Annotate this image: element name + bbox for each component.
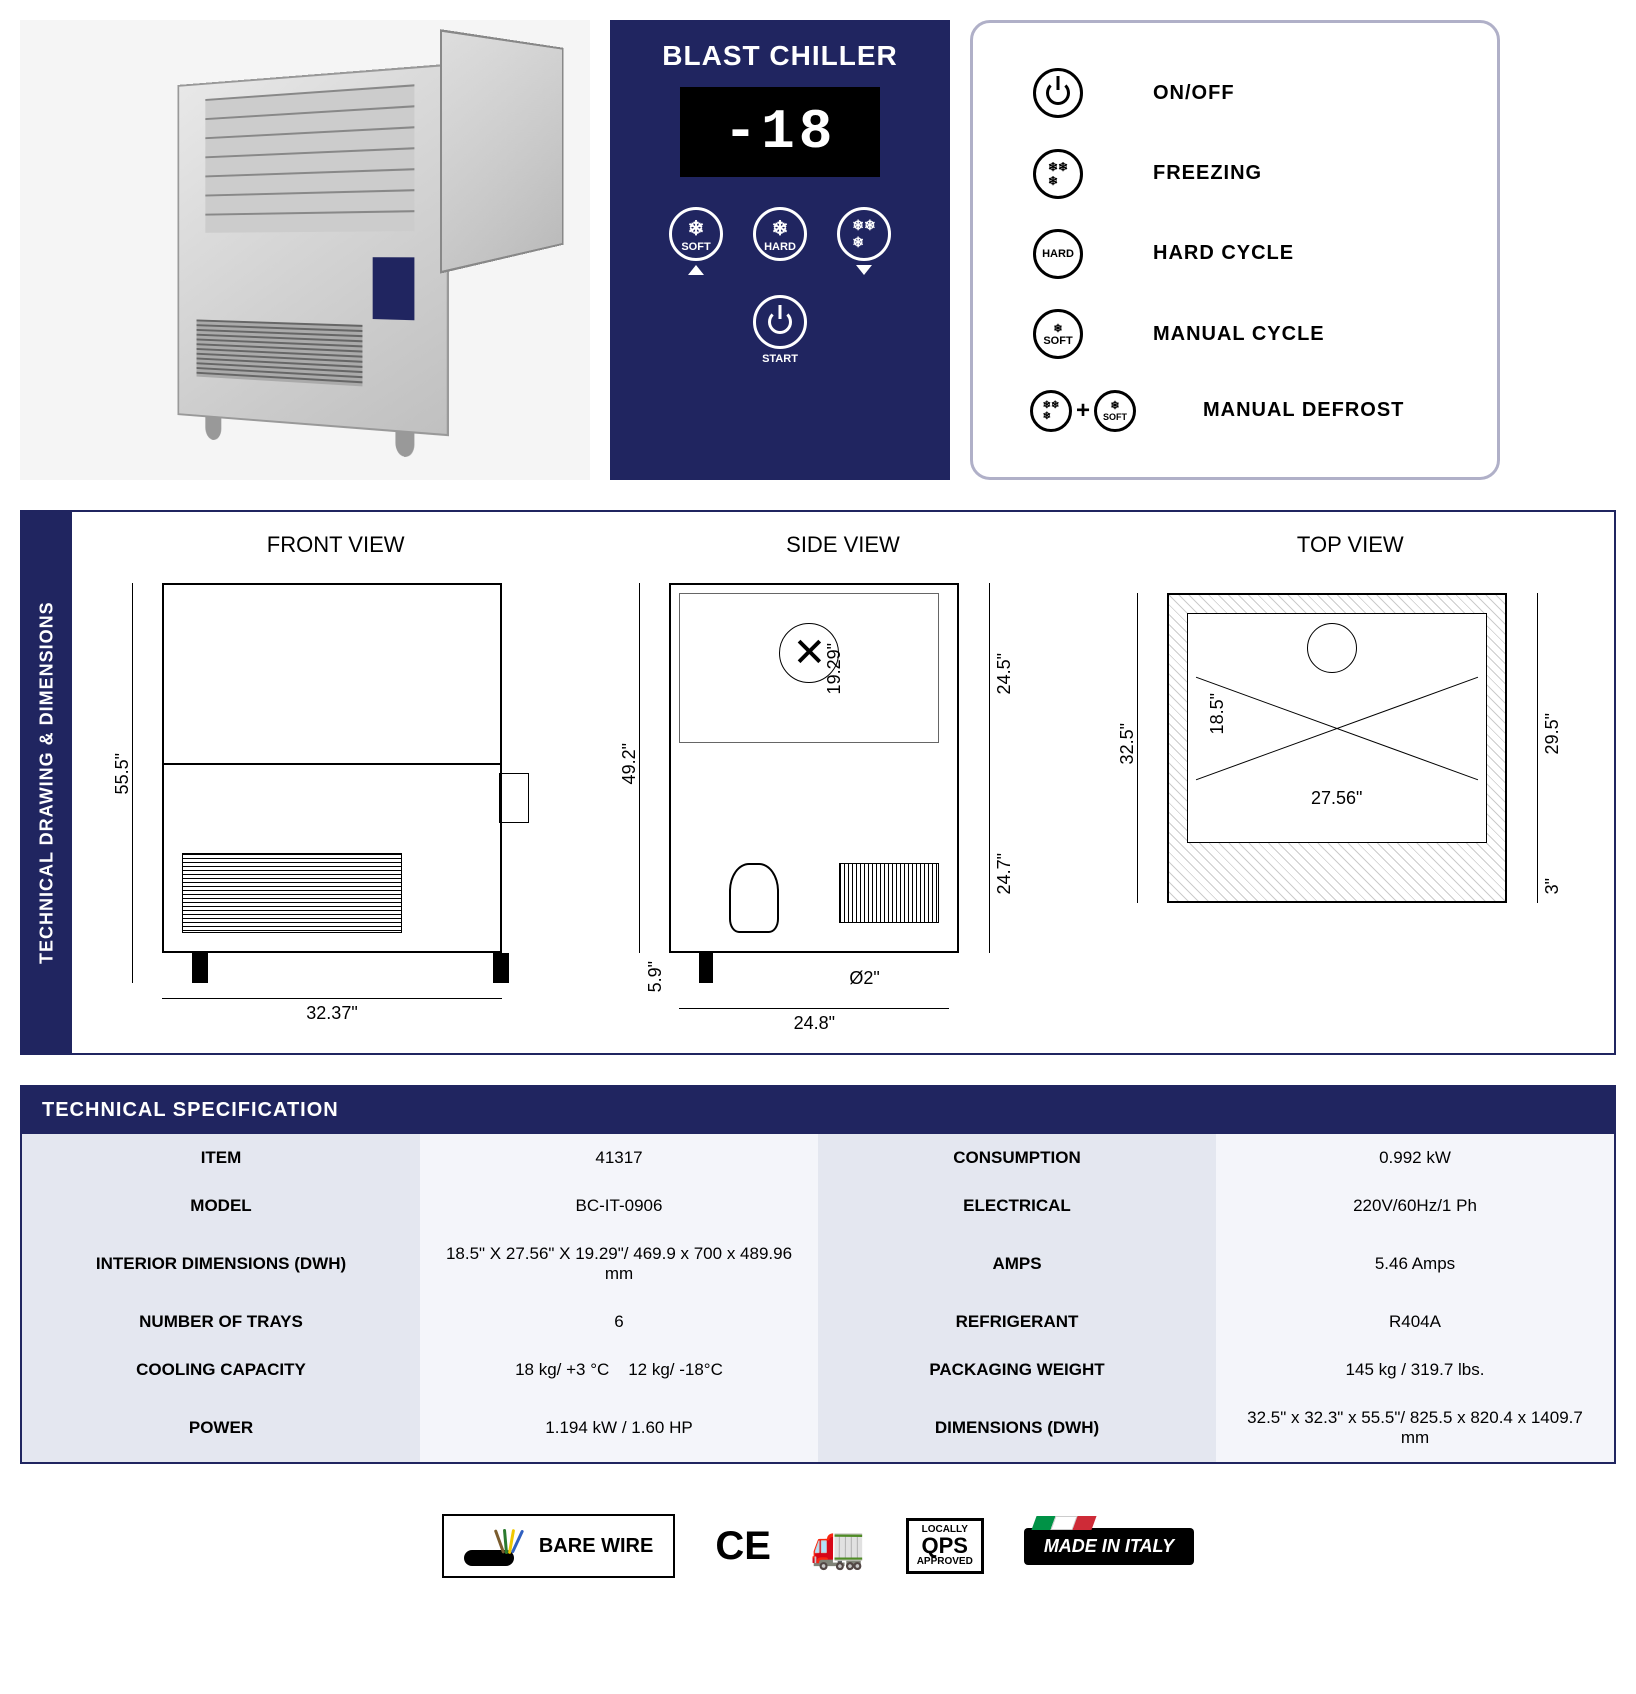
arrow-down-icon: [856, 265, 872, 275]
control-title: BLAST CHILLER: [662, 40, 897, 72]
legend-row-onoff: ON/OFF: [1013, 68, 1457, 118]
ce-mark: CE: [715, 1524, 771, 1569]
start-button[interactable]: START: [753, 295, 807, 365]
spec-section: TECHNICAL SPECIFICATION ITEM41317CONSUMP…: [20, 1085, 1616, 1464]
dim-3: 3": [1542, 878, 1563, 894]
spec-value: 220V/60Hz/1 Ph: [1216, 1182, 1614, 1230]
drawing-section: TECHNICAL DRAWING & DIMENSIONS FRONT VIE…: [20, 510, 1616, 1055]
wire-icon: [464, 1526, 524, 1566]
spec-label: DIMENSIONS (DWH): [818, 1394, 1216, 1462]
front-view: FRONT VIEW 55.5" 32.37": [92, 532, 579, 1033]
spec-label: COOLING CAPACITY: [22, 1346, 420, 1394]
footer-logos: BARE WIRE CE 🚛 LOCALLY QPS APPROVED MADE…: [20, 1494, 1616, 1598]
dim-59: 5.9": [645, 961, 666, 992]
spec-label: NUMBER OF TRAYS: [22, 1298, 420, 1346]
side-view: SIDE VIEW 49.2" 19.29" 24.5" 24.7" 5.9" …: [599, 532, 1086, 1033]
product-photo: [20, 20, 590, 480]
power-icon: [768, 310, 792, 334]
dim-height: 55.5": [112, 753, 133, 794]
display-value: -18: [724, 100, 837, 164]
legend-row-freezing: ❄❄❄ FREEZING: [1013, 149, 1457, 199]
snowflake-icon: ❄❄❄: [1048, 160, 1068, 188]
top-view: TOP VIEW 32.5" 18.5" 27.56" 29.5" 3": [1107, 532, 1594, 1033]
snowflake-icon: ❄❄❄: [1043, 400, 1060, 422]
dim-width: 32.37": [162, 1003, 502, 1024]
snowflake-icon: ❄: [688, 216, 705, 241]
spec-label: MODEL: [22, 1182, 420, 1230]
drawing-section-title: TECHNICAL DRAWING & DIMENSIONS: [22, 512, 72, 1053]
legend-row-defrost: ❄❄❄ + ❄SOFT MANUAL DEFROST: [1013, 390, 1457, 432]
soft-button[interactable]: ❄SOFT: [669, 207, 723, 275]
spec-label: AMPS: [818, 1230, 1216, 1298]
control-panel: BLAST CHILLER -18 ❄SOFT ❄HARD ❄❄❄ START: [610, 20, 950, 480]
spec-value: 18 kg/ +3 °C 12 kg/ -18°C: [420, 1346, 818, 1394]
snowflake-icon: ❄: [1053, 322, 1062, 335]
legend-row-hard: HARD HARD CYCLE: [1013, 229, 1457, 279]
spec-label: ITEM: [22, 1134, 420, 1182]
dim-325: 32.5": [1117, 723, 1138, 764]
made-in-italy-badge: MADE IN ITALY: [1024, 1528, 1194, 1565]
dim-248: 24.8": [679, 1013, 949, 1034]
italy-flag-icon: [1031, 1516, 1096, 1530]
legend-row-manual: ❄SOFT MANUAL CYCLE: [1013, 309, 1457, 359]
spec-value: 1.194 kW / 1.60 HP: [420, 1394, 818, 1462]
dim-245: 24.5": [994, 653, 1015, 694]
dim-1929: 19.29": [824, 643, 845, 694]
snowflake-icon: ❄❄❄: [852, 217, 875, 251]
dim-hole: Ø2": [849, 968, 879, 989]
spec-value: 18.5" X 27.56" X 19.29"/ 469.9 x 700 x 4…: [420, 1230, 818, 1298]
spec-header: TECHNICAL SPECIFICATION: [22, 1087, 1614, 1134]
dim-247: 24.7": [994, 853, 1015, 894]
power-icon: [1046, 81, 1070, 105]
dim-185: 18.5": [1207, 693, 1228, 734]
spec-value: R404A: [1216, 1298, 1614, 1346]
qps-badge: LOCALLY QPS APPROVED: [906, 1518, 984, 1574]
bare-wire-badge: BARE WIRE: [442, 1514, 675, 1578]
snowflake-icon: ❄: [772, 216, 789, 241]
spec-label: INTERIOR DIMENSIONS (DWH): [22, 1230, 420, 1298]
spec-label: CONSUMPTION: [818, 1134, 1216, 1182]
dim-h492: 49.2": [619, 743, 640, 784]
truck-icon: 🚛: [811, 1520, 866, 1572]
hard-button[interactable]: ❄HARD: [753, 207, 807, 275]
plus-icon: +: [1076, 397, 1090, 425]
temperature-display: -18: [680, 87, 880, 177]
spec-value: 5.46 Amps: [1216, 1230, 1614, 1298]
legend-panel: ON/OFF ❄❄❄ FREEZING HARD HARD CYCLE ❄SOF…: [970, 20, 1500, 480]
dim-295: 29.5": [1542, 713, 1563, 754]
spec-value: 145 kg / 319.7 lbs.: [1216, 1346, 1614, 1394]
spec-value: 41317: [420, 1134, 818, 1182]
snowflake-icon: ❄: [1110, 399, 1119, 412]
spec-value: 0.992 kW: [1216, 1134, 1614, 1182]
spec-value: 6: [420, 1298, 818, 1346]
spec-value: 32.5" x 32.3" x 55.5"/ 825.5 x 820.4 x 1…: [1216, 1394, 1614, 1462]
freeze-button[interactable]: ❄❄❄: [837, 207, 891, 275]
spec-label: PACKAGING WEIGHT: [818, 1346, 1216, 1394]
spec-value: BC-IT-0906: [420, 1182, 818, 1230]
spec-label: ELECTRICAL: [818, 1182, 1216, 1230]
spec-label: REFRIGERANT: [818, 1298, 1216, 1346]
arrow-up-icon: [688, 265, 704, 275]
spec-label: POWER: [22, 1394, 420, 1462]
dim-2756: 27.56": [1237, 788, 1437, 809]
